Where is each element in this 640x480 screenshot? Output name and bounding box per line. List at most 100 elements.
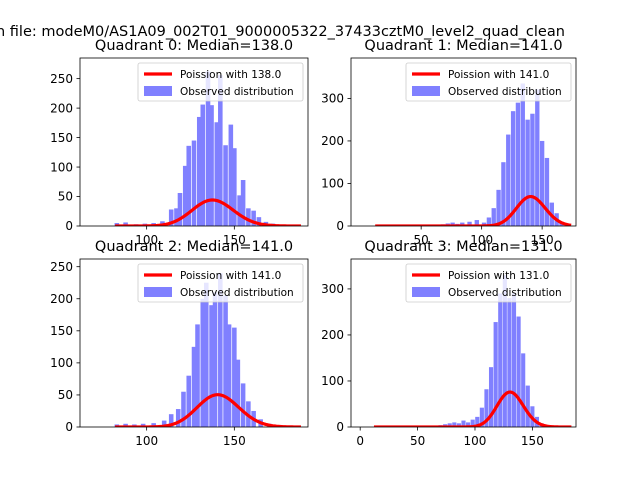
- plot-area: [374, 83, 572, 226]
- histogram-bar: [195, 324, 200, 427]
- y-tick-label: 0: [65, 219, 73, 233]
- x-tick-label: 150: [223, 434, 246, 448]
- subplot-title: Quadrant 1: Median=141.0: [364, 38, 562, 54]
- legend-bar-swatch: [144, 287, 172, 297]
- subplot-title: Quadrant 3: Median=131.0: [364, 239, 562, 255]
- subplot-grid: 100 150 0 50 100 150 200 250 Quadrant 0: Median=…: [50, 38, 577, 448]
- y-tick-label: 250: [50, 72, 73, 86]
- histogram-bar: [251, 210, 256, 226]
- subplot-quadrant-2: 100 150 0 50 100 150 200 250 Quadrant 2: Median=…: [50, 239, 309, 448]
- histogram-bar: [209, 105, 214, 226]
- histogram-bar: [450, 222, 455, 226]
- poisson-curve: [373, 390, 572, 427]
- histogram-bar: [447, 423, 452, 427]
- histogram-bar: [516, 316, 521, 427]
- histogram-bar: [168, 414, 174, 427]
- histogram-bar: [530, 113, 535, 226]
- histogram-bar: [525, 385, 530, 427]
- y-tick-label: 0: [336, 219, 344, 233]
- histogram-bar: [484, 389, 489, 427]
- histogram-bar: [506, 134, 511, 226]
- x-tick-label: 100: [135, 434, 158, 448]
- histogram-bar: [507, 298, 512, 427]
- histogram-bar: [196, 116, 202, 226]
- histogram-bar: [218, 273, 223, 427]
- histogram-bar: [237, 195, 242, 226]
- x-tick-label: 150: [531, 233, 554, 247]
- histogram-bar: [470, 419, 475, 427]
- legend-label-poisson: Poission with 141.0: [448, 69, 549, 81]
- histogram-bar: [246, 208, 251, 226]
- y-tick-label: 250: [50, 260, 73, 274]
- histogram-bar: [205, 71, 211, 226]
- y-tick-label: 300: [321, 92, 344, 106]
- histogram-bar: [539, 140, 545, 226]
- histogram-bar: [520, 83, 525, 226]
- x-tick-label: 100: [470, 233, 493, 247]
- legend: Poission with 131.0 Observed distribution: [405, 263, 572, 303]
- legend-label-poisson: Poission with 141.0: [180, 270, 281, 282]
- x-tick-label: 50: [410, 434, 425, 448]
- figure-suptitle: n file: modeM0/AS1A09_002T01_9000005322_…: [0, 24, 565, 40]
- legend: Poission with 141.0 Observed distribution: [405, 62, 572, 102]
- y-tick-label: 200: [321, 134, 344, 148]
- axes-frame: [79, 258, 309, 428]
- legend: Poission with 138.0 Observed distribution: [137, 62, 304, 102]
- histogram-bar: [200, 298, 206, 427]
- histogram-bar: [182, 165, 188, 226]
- axes-frame: [350, 258, 577, 428]
- y-tick-label: 0: [65, 420, 73, 434]
- subplot-quadrant-0: 100 150 0 50 100 150 200 250 Quadrant 0: Median=…: [50, 38, 309, 247]
- histogram-bar: [486, 217, 492, 226]
- histogram-bar: [460, 222, 465, 226]
- legend-box: [137, 263, 304, 303]
- histogram-bar: [177, 192, 183, 226]
- histogram-bar: [174, 208, 179, 226]
- histogram-bar: [240, 383, 246, 427]
- histogram-bar: [544, 157, 550, 226]
- histogram-bar: [181, 391, 186, 427]
- subplot-title: Quadrant 2: Median=141.0: [95, 239, 293, 255]
- histogram-bar: [481, 222, 487, 226]
- plot-area: [114, 273, 301, 427]
- histogram-bar: [496, 189, 501, 226]
- histogram-bar: [218, 75, 223, 226]
- histogram-bar: [535, 89, 540, 226]
- y-tick-label: 0: [336, 420, 344, 434]
- histogram-bar: [212, 292, 218, 427]
- y-tick-label: 150: [50, 131, 73, 145]
- histogram-bar: [223, 295, 228, 427]
- x-tick-label: 150: [521, 434, 544, 448]
- histogram-bar: [256, 217, 262, 226]
- histogram-bar: [474, 220, 479, 226]
- histogram-bar: [228, 124, 234, 226]
- histogram-bar: [456, 423, 461, 427]
- legend-bar-swatch: [412, 86, 440, 96]
- legend-label-poisson: Poission with 138.0: [180, 69, 281, 81]
- y-tick-label: 100: [50, 356, 73, 370]
- histogram-bar: [467, 221, 472, 226]
- histogram-bar: [123, 423, 128, 427]
- histogram-bar: [161, 420, 167, 427]
- histogram-bar: [235, 359, 241, 427]
- histogram-bar: [191, 140, 197, 226]
- x-tick-label: 150: [223, 233, 246, 247]
- axes-frame: [79, 57, 309, 227]
- histogram-bar: [123, 222, 128, 226]
- histogram-bar: [214, 122, 220, 226]
- histogram-bar: [475, 416, 480, 427]
- y-tick-label: 50: [58, 190, 73, 204]
- histogram-bar: [515, 102, 521, 226]
- histogram-bar: [493, 322, 498, 427]
- histogram-bar: [191, 346, 197, 427]
- histogram-bar: [491, 208, 496, 226]
- legend-label-observed: Observed distribution: [180, 287, 294, 299]
- y-tick-label: 100: [50, 160, 73, 174]
- x-tick-label: 50: [414, 233, 429, 247]
- histogram-bar: [232, 148, 237, 226]
- histogram-bar: [186, 375, 192, 427]
- histogram-bar: [501, 162, 506, 226]
- y-tick-label: 150: [50, 324, 73, 338]
- histogram-bar: [151, 423, 156, 427]
